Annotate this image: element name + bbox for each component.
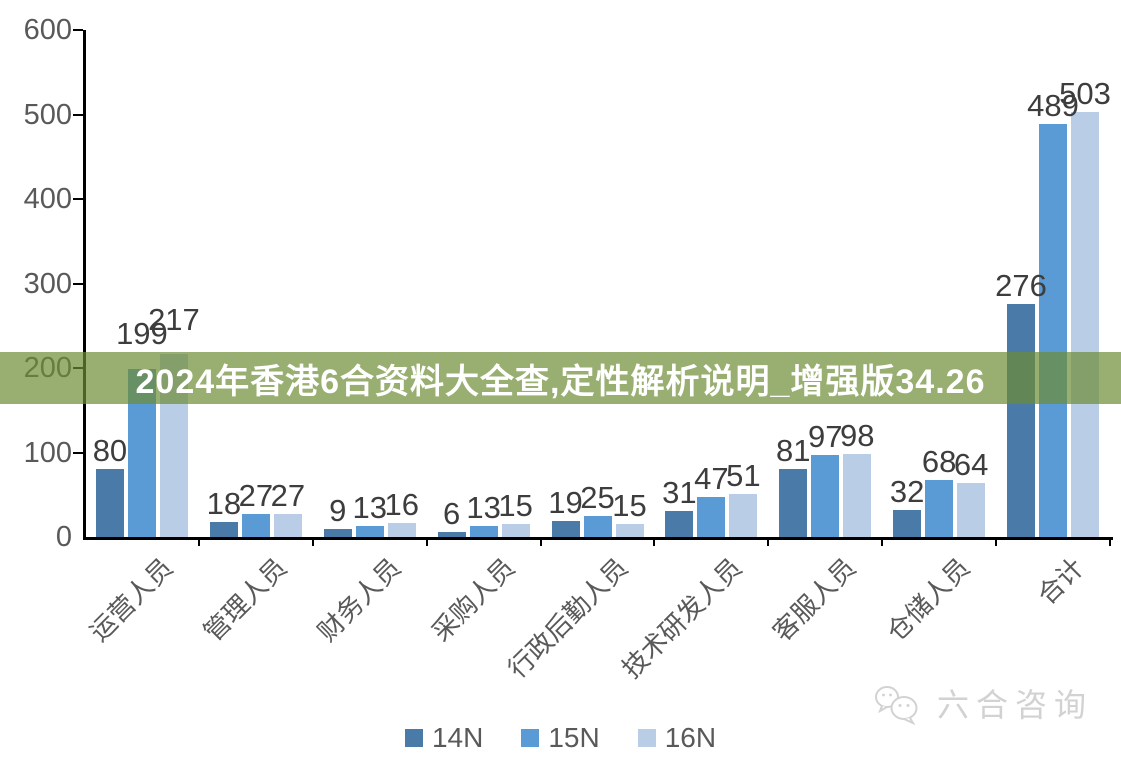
category-label: 技术研发人员 (616, 552, 748, 684)
category-label: 仓储人员 (880, 552, 976, 648)
bar-15N (1039, 123, 1068, 537)
x-axis-tick (425, 537, 428, 546)
x-axis-tick (311, 537, 314, 546)
legend: 14N 15N 16N (0, 724, 1121, 752)
bar-16N (501, 524, 530, 537)
legend-label: 15N (548, 722, 600, 753)
x-axis-tick (767, 537, 770, 546)
bar-14N (893, 509, 922, 537)
legend-item-15N: 15N (521, 722, 600, 753)
bar-value-label: 489 (1027, 87, 1079, 123)
bar-15N (241, 514, 270, 537)
wechat-icon (873, 684, 925, 726)
bar-value-label: 32 (889, 473, 925, 509)
bar-15N (697, 497, 726, 537)
bar-value-label: 80 (92, 433, 128, 469)
bar-15N (811, 455, 840, 537)
bar-14N (551, 520, 580, 537)
bar-15N (925, 479, 954, 537)
y-axis-tick-label: 0 (55, 521, 72, 553)
category-label: 客服人员 (767, 552, 862, 648)
bar-value-label: 13 (352, 490, 387, 525)
bar-value-label: 25 (580, 479, 615, 515)
bar-value-label: 15 (612, 488, 647, 524)
promo-banner[interactable]: 2024年香港6合资料大全查,定性解析说明_增强版34.26 (0, 352, 1121, 404)
bar-15N (355, 526, 384, 537)
bar-value-label: 6 (442, 495, 461, 531)
category-label: 财务人员 (311, 552, 407, 648)
x-axis-line (83, 537, 1113, 540)
bar-value-label: 27 (270, 478, 306, 514)
bar-16N (957, 482, 986, 537)
bar-value-label: 18 (206, 485, 242, 521)
y-axis-tick (73, 198, 83, 200)
bar-16N (1071, 111, 1100, 537)
bar-value-label: 19 (548, 484, 583, 520)
bar-14N (437, 531, 466, 537)
legend-swatch-icon (521, 729, 540, 747)
y-axis-tick-label: 100 (23, 436, 72, 469)
category-label: 行政后勤人员 (502, 552, 635, 684)
y-axis-tick-label: 400 (23, 183, 72, 215)
bar-15N (469, 526, 498, 537)
legend-swatch-icon (637, 729, 656, 747)
bar-value-label: 27 (238, 478, 274, 514)
y-axis-tick (73, 451, 83, 454)
y-axis-tick-label: 600 (23, 14, 72, 46)
x-axis-tick (995, 537, 998, 546)
x-axis-tick (653, 537, 656, 546)
y-axis-tick (73, 113, 83, 116)
watermark: 六合咨询 (873, 684, 1093, 726)
bar-value-label: 217 (148, 302, 200, 337)
bar-value-label: 98 (840, 418, 875, 454)
bar-16N (273, 514, 302, 537)
promo-banner-text: 2024年香港6合资料大全查,定性解析说明_增强版34.26 (135, 362, 986, 401)
x-axis-tick (197, 537, 200, 546)
bar-value-label: 9 (329, 493, 347, 529)
watermark-label: 六合咨询 (936, 687, 1093, 723)
bar-value-label: 13 (466, 490, 501, 525)
bar-value-label: 64 (953, 446, 989, 482)
bar-value-label: 47 (694, 461, 729, 497)
bar-16N (615, 524, 644, 537)
bar-value-label: 31 (662, 474, 697, 510)
bar-value-label: 503 (1059, 75, 1111, 111)
bar-value-label: 276 (995, 267, 1047, 303)
bar-16N (843, 454, 872, 537)
bar-14N (1007, 303, 1036, 537)
legend-label: 14N (431, 722, 484, 753)
x-axis-tick (1109, 537, 1111, 546)
bar-value-label: 199 (116, 316, 168, 351)
category-label: 管理人员 (197, 552, 293, 648)
bar-value-label: 51 (726, 457, 761, 493)
y-axis-line (83, 30, 86, 539)
legend-swatch-icon (404, 729, 423, 747)
bar-14N (665, 510, 694, 537)
legend-label: 16N (664, 722, 717, 753)
bar-value-label: 81 (776, 432, 811, 468)
x-axis-tick (539, 537, 542, 546)
bar-14N (323, 529, 352, 537)
bar-14N (779, 468, 808, 537)
bar-16N (387, 523, 416, 537)
legend-item-16N: 16N (637, 722, 717, 753)
bar-15N (583, 515, 612, 537)
bar-14N (95, 469, 124, 537)
bar-value-label: 16 (384, 487, 419, 523)
legend-item-14N: 14N (404, 722, 484, 753)
bar-value-label: 15 (498, 488, 533, 524)
bar-16N (729, 493, 758, 537)
category-label: 运营人员 (83, 552, 179, 648)
y-axis-tick-label: 500 (23, 98, 72, 131)
y-axis-tick (73, 29, 83, 31)
bar-value-label: 97 (808, 419, 843, 455)
bar-value-label: 68 (921, 443, 957, 479)
bar-14N (209, 521, 238, 537)
category-label: 采购人员 (425, 552, 521, 648)
category-label: 合计 (1031, 552, 1090, 611)
y-axis-tick-label: 300 (23, 267, 72, 300)
y-axis-tick (73, 282, 83, 285)
x-axis-tick (881, 537, 884, 546)
